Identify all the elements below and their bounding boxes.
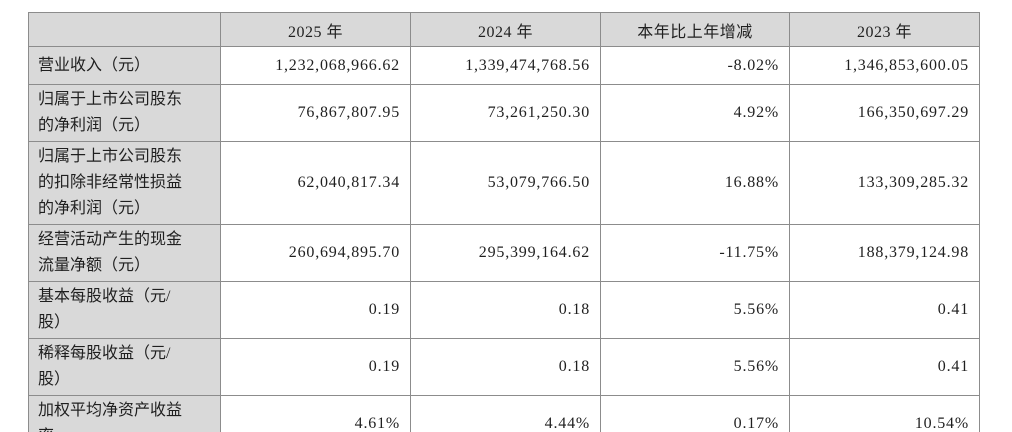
cell-value: -11.75%	[600, 224, 790, 282]
cell-value: -8.02%	[600, 46, 790, 85]
cell-value: 1,346,853,600.05	[789, 46, 980, 85]
cell-value: 0.41	[789, 338, 980, 396]
column-header-2023: 2023 年	[789, 12, 980, 47]
table-row-net-profit-deducted: 归属于上市公司股东 的扣除非经常性损益 的净利润（元） 62,040,817.3…	[28, 141, 980, 225]
cell-value: 188,379,124.98	[789, 224, 980, 282]
row-label: 加权平均净资产收益 率	[28, 395, 221, 432]
column-header-2025: 2025 年	[220, 12, 411, 47]
table-row-revenue: 营业收入（元） 1,232,068,966.62 1,339,474,768.5…	[28, 46, 980, 85]
column-header-blank	[28, 12, 221, 47]
row-label: 归属于上市公司股东 的净利润（元）	[28, 84, 221, 142]
cell-value: 0.41	[789, 281, 980, 339]
cell-value: 62,040,817.34	[220, 141, 411, 225]
cell-value: 4.92%	[600, 84, 790, 142]
cell-value: 260,694,895.70	[220, 224, 411, 282]
table-row-weighted-roe: 加权平均净资产收益 率 4.61% 4.44% 0.17% 10.54%	[28, 395, 980, 432]
cell-value: 133,309,285.32	[789, 141, 980, 225]
cell-value: 0.19	[220, 338, 411, 396]
row-label: 归属于上市公司股东 的扣除非经常性损益 的净利润（元）	[28, 141, 221, 225]
table-row-operating-cash-flow: 经营活动产生的现金 流量净额（元） 260,694,895.70 295,399…	[28, 224, 980, 282]
cell-value: 4.44%	[410, 395, 601, 432]
column-header-2024: 2024 年	[410, 12, 601, 47]
cell-value: 76,867,807.95	[220, 84, 411, 142]
column-header-change: 本年比上年增减	[600, 12, 790, 47]
cell-value: 1,232,068,966.62	[220, 46, 411, 85]
cell-value: 16.88%	[600, 141, 790, 225]
cell-value: 166,350,697.29	[789, 84, 980, 142]
cell-value: 4.61%	[220, 395, 411, 432]
cell-value: 295,399,164.62	[410, 224, 601, 282]
cell-value: 0.18	[410, 281, 601, 339]
cell-value: 10.54%	[789, 395, 980, 432]
cell-value: 53,079,766.50	[410, 141, 601, 225]
cell-value: 0.18	[410, 338, 601, 396]
row-label: 经营活动产生的现金 流量净额（元）	[28, 224, 221, 282]
cell-value: 0.17%	[600, 395, 790, 432]
row-label: 营业收入（元）	[28, 46, 221, 85]
table-row-diluted-eps: 稀释每股收益（元/ 股） 0.19 0.18 5.56% 0.41	[28, 338, 980, 396]
table-row-net-profit: 归属于上市公司股东 的净利润（元） 76,867,807.95 73,261,2…	[28, 84, 980, 142]
row-label: 基本每股收益（元/ 股）	[28, 281, 221, 339]
cell-value: 5.56%	[600, 338, 790, 396]
financial-summary-table: 2025 年 2024 年 本年比上年增减 2023 年 营业收入（元） 1,2…	[28, 12, 980, 432]
cell-value: 5.56%	[600, 281, 790, 339]
table-row-basic-eps: 基本每股收益（元/ 股） 0.19 0.18 5.56% 0.41	[28, 281, 980, 339]
header-row: 2025 年 2024 年 本年比上年增减 2023 年	[28, 12, 980, 47]
row-label: 稀释每股收益（元/ 股）	[28, 338, 221, 396]
cell-value: 0.19	[220, 281, 411, 339]
cell-value: 73,261,250.30	[410, 84, 601, 142]
cell-value: 1,339,474,768.56	[410, 46, 601, 85]
